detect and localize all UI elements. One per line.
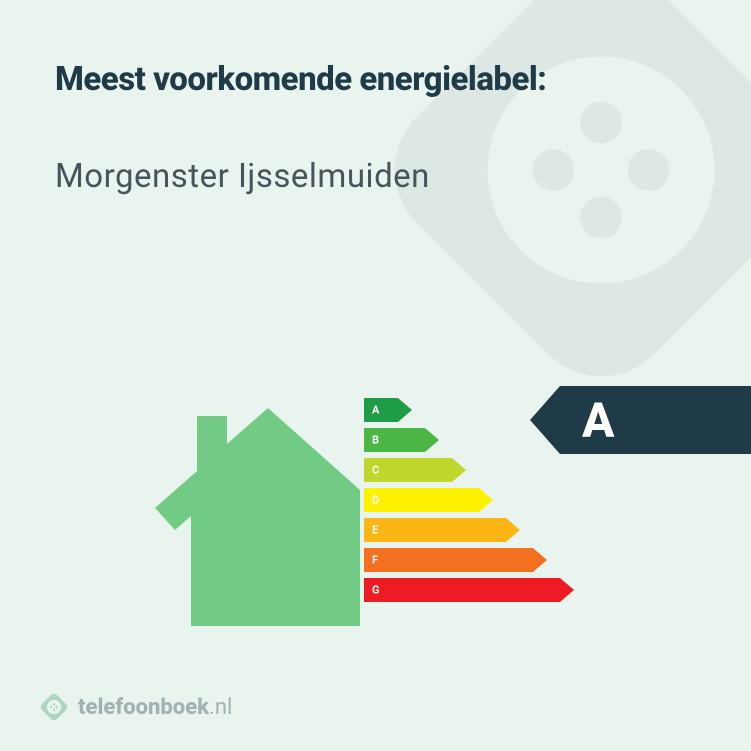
energy-bar-c: C [364, 458, 574, 482]
bar-body [364, 518, 506, 542]
bar-arrow-tip [506, 518, 520, 542]
bar-body [364, 398, 398, 422]
card: Meest voorkomende energielabel: Morgenst… [0, 0, 751, 751]
page-title: Meest voorkomende energielabel: [55, 60, 696, 99]
energy-bar-d: D [364, 488, 574, 512]
bar-shape: D [364, 488, 493, 512]
bar-arrow-tip [425, 428, 439, 452]
bar-body [364, 488, 479, 512]
brand-text: telefoonboek.nl [78, 695, 232, 720]
bar-body [364, 578, 560, 602]
bar-arrow-tip [452, 458, 466, 482]
selected-label-text: A [582, 392, 614, 449]
brand-icon [40, 693, 68, 721]
bar-arrow-tip [398, 398, 412, 422]
bar-shape: F [364, 548, 547, 572]
location-name: Morgenster Ijsselmuiden [55, 157, 696, 196]
bar-arrow-tip [479, 488, 493, 512]
bar-body [364, 548, 533, 572]
bar-shape: C [364, 458, 466, 482]
house-icon [155, 400, 360, 640]
bar-arrow-tip [533, 548, 547, 572]
bar-label: A [372, 404, 379, 417]
bar-label: G [372, 584, 380, 597]
bar-shape: A [364, 398, 412, 422]
footer-brand: telefoonboek.nl [40, 693, 232, 721]
brand-text-light: .nl [209, 695, 232, 720]
bar-label: E [372, 524, 378, 537]
selected-label-body: A [560, 386, 751, 454]
selected-label-badge: A [530, 386, 751, 454]
energy-bar-g: G [364, 578, 574, 602]
bar-label: C [372, 464, 379, 477]
bar-shape: E [364, 518, 520, 542]
bar-label: F [372, 554, 378, 567]
energy-bar-f: F [364, 548, 574, 572]
energy-bar-e: E [364, 518, 574, 542]
bar-shape: B [364, 428, 439, 452]
selected-arrow-tip [530, 386, 560, 454]
brand-text-bold: telefoonboek [78, 695, 209, 720]
bar-arrow-tip [560, 578, 574, 602]
bar-label: B [372, 434, 379, 447]
bar-label: D [372, 494, 379, 507]
bar-shape: G [364, 578, 574, 602]
